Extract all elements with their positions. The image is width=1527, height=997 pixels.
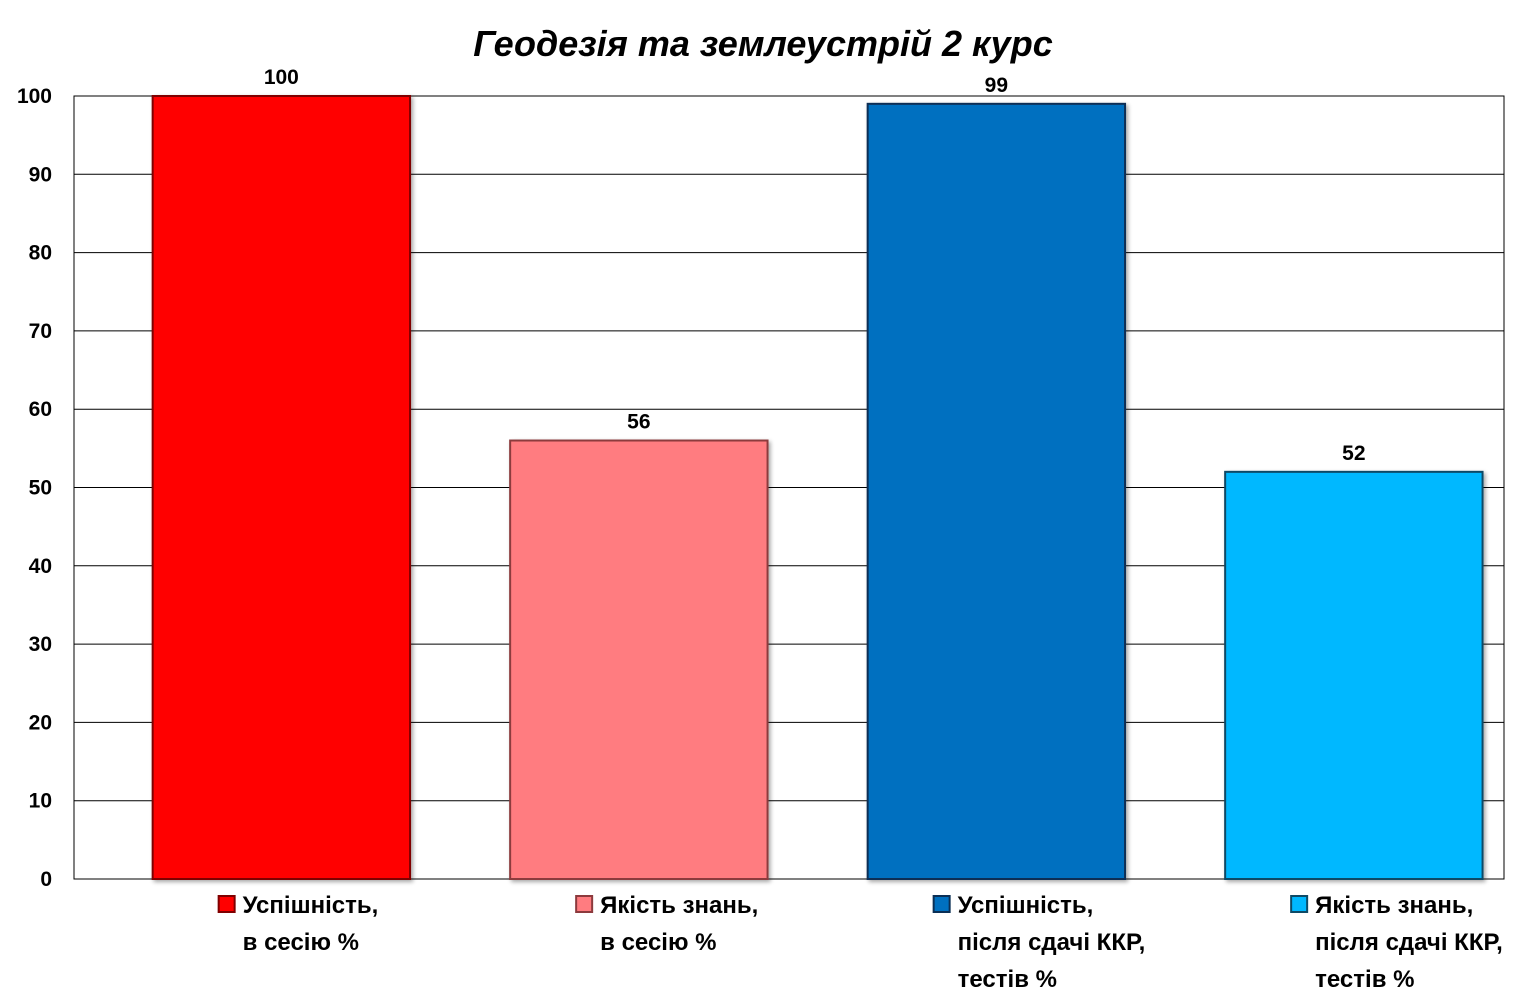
legend: Успішність, в сесію % Якість знань, в сесію… <box>217 892 1503 993</box>
legend-label: Якість знань, <box>1315 892 1473 919</box>
legend-label: після сдачі ККР, <box>958 929 1146 956</box>
data-label: 99 <box>985 74 1008 97</box>
y-tick-label: 50 <box>29 477 52 500</box>
y-tick-label: 40 <box>29 555 52 578</box>
y-tick-label: 20 <box>29 711 52 734</box>
legend-label: тестів % <box>958 966 1057 993</box>
data-label: 52 <box>1342 442 1365 465</box>
y-tick-label: 70 <box>29 320 52 343</box>
legend-label: Успішність, <box>243 892 379 919</box>
legend-entry: Якість знань, в сесію % <box>575 892 758 956</box>
y-tick-label: 30 <box>29 633 52 656</box>
y-tick-label: 10 <box>29 790 52 813</box>
data-label: 100 <box>264 66 299 89</box>
legend-label: після сдачі ККР, <box>1315 929 1503 956</box>
legend-label: Якість знань, <box>600 892 758 919</box>
legend-label: Успішність, <box>958 892 1094 919</box>
y-tick-label: 60 <box>29 398 52 421</box>
y-axis-ticks: 0 10 20 30 40 50 60 70 80 90 100 <box>17 85 52 891</box>
legend-entry: Якість знань, після сдачі ККР, тестів % <box>1290 892 1503 993</box>
bars <box>151 95 1484 880</box>
legend-swatch <box>217 895 236 913</box>
legend-swatch <box>575 895 594 913</box>
legend-entry: Успішність, після сдачі ККР, тестів % <box>932 892 1146 993</box>
bar <box>509 439 769 880</box>
legend-label: тестів % <box>1315 966 1414 993</box>
y-tick-label: 90 <box>29 163 52 186</box>
legend-swatch <box>1290 895 1309 913</box>
legend-label: в сесію % <box>243 929 359 956</box>
data-label: 56 <box>627 411 650 434</box>
y-tick-label: 80 <box>29 242 52 265</box>
y-tick-label: 0 <box>40 868 52 891</box>
bar <box>151 95 412 880</box>
data-labels: 100 56 99 52 <box>264 66 1366 465</box>
legend-label: в сесію % <box>600 929 716 956</box>
plot-area-frame <box>73 95 1505 880</box>
y-tick-label: 100 <box>17 85 52 108</box>
legend-swatch <box>932 895 951 913</box>
chart-title: Геодезія та землеустрій 2 курс <box>473 23 1052 64</box>
bar <box>1224 470 1484 880</box>
bar <box>866 102 1127 880</box>
legend-entry: Успішність, в сесію % <box>217 892 379 956</box>
